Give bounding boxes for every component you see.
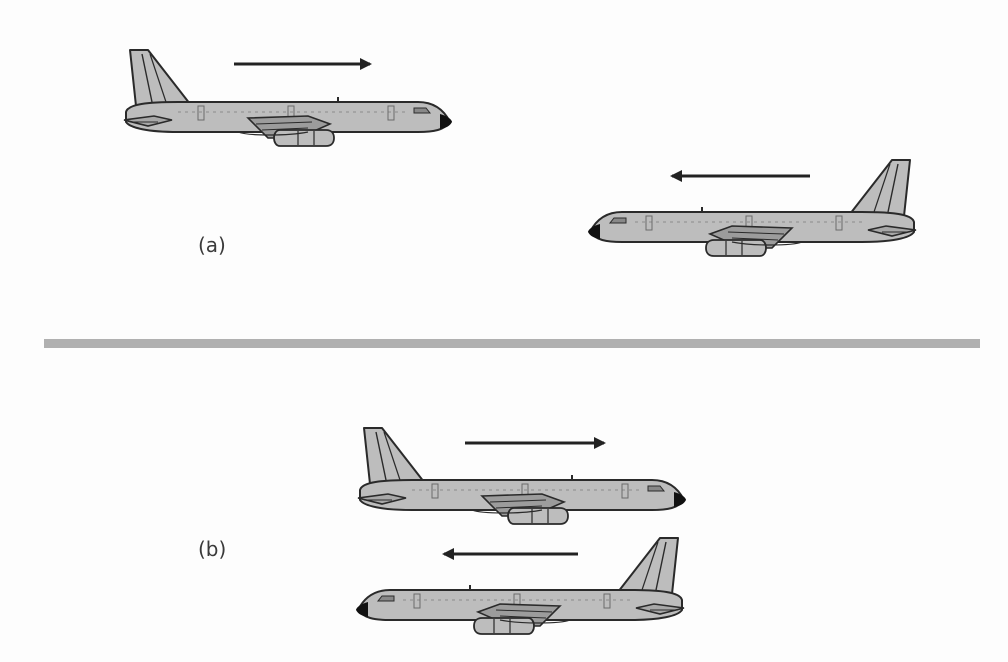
panel-b-label: (b) — [198, 537, 226, 561]
airplane-b-left — [355, 537, 685, 635]
panel-a: (a) — [123, 49, 917, 257]
panel-a-label: (a) — [198, 233, 226, 257]
airplane-a-left — [587, 159, 917, 257]
panel-b: (b) — [198, 427, 687, 635]
panel-divider — [44, 339, 980, 348]
